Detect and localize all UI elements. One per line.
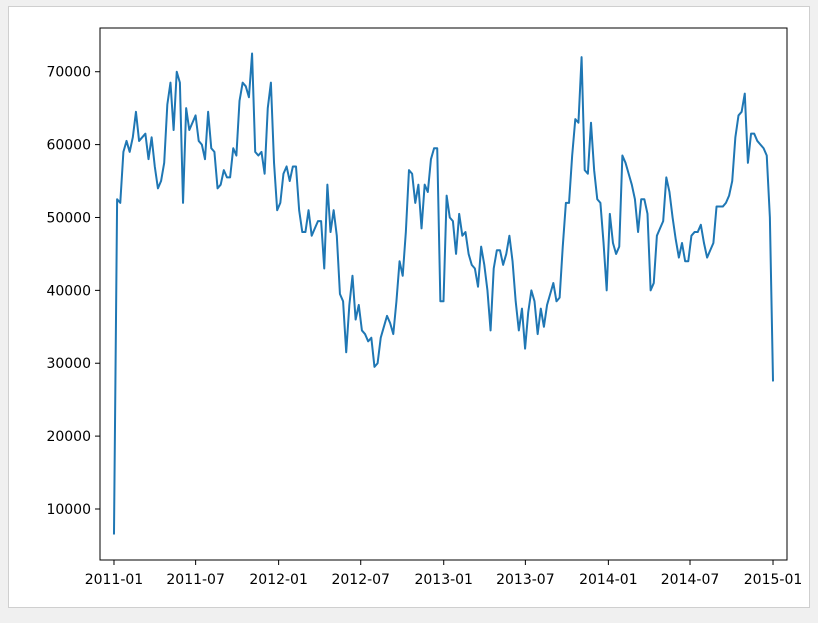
y-axis: 10000 20000 30000 40000 50000 60000 70000 xyxy=(46,65,100,518)
x-tick-label: 2015-01 xyxy=(744,572,803,588)
x-axis: 2011-01 2011-07 2012-01 2012-07 2013-01 2013-… xyxy=(85,560,803,588)
x-tick-label: 2012-07 xyxy=(331,572,390,588)
x-tick-label: 2014-01 xyxy=(579,572,638,588)
line-chart: 10000 20000 30000 40000 50000 60000 70000 2011… xyxy=(46,27,803,588)
y-tick-label: 30000 xyxy=(46,356,91,372)
y-tick-label: 10000 xyxy=(46,502,91,518)
y-tick-label: 70000 xyxy=(46,65,91,81)
y-tick-label: 20000 xyxy=(46,429,91,445)
x-tick-label: 2014-07 xyxy=(661,572,720,588)
y-tick-label: 50000 xyxy=(46,210,91,226)
x-tick-label: 2011-07 xyxy=(166,572,225,588)
y-tick-label: 40000 xyxy=(46,283,91,299)
x-tick-label: 2013-01 xyxy=(414,572,473,588)
series-line xyxy=(112,52,775,535)
figure-window: 10000 20000 30000 40000 50000 60000 70000 2011… xyxy=(8,6,810,608)
x-tick-label: 2013-07 xyxy=(496,572,555,588)
y-tick-label: 60000 xyxy=(46,138,91,154)
x-tick-label: 2011-01 xyxy=(85,572,144,588)
x-tick-label: 2012-01 xyxy=(249,572,308,588)
